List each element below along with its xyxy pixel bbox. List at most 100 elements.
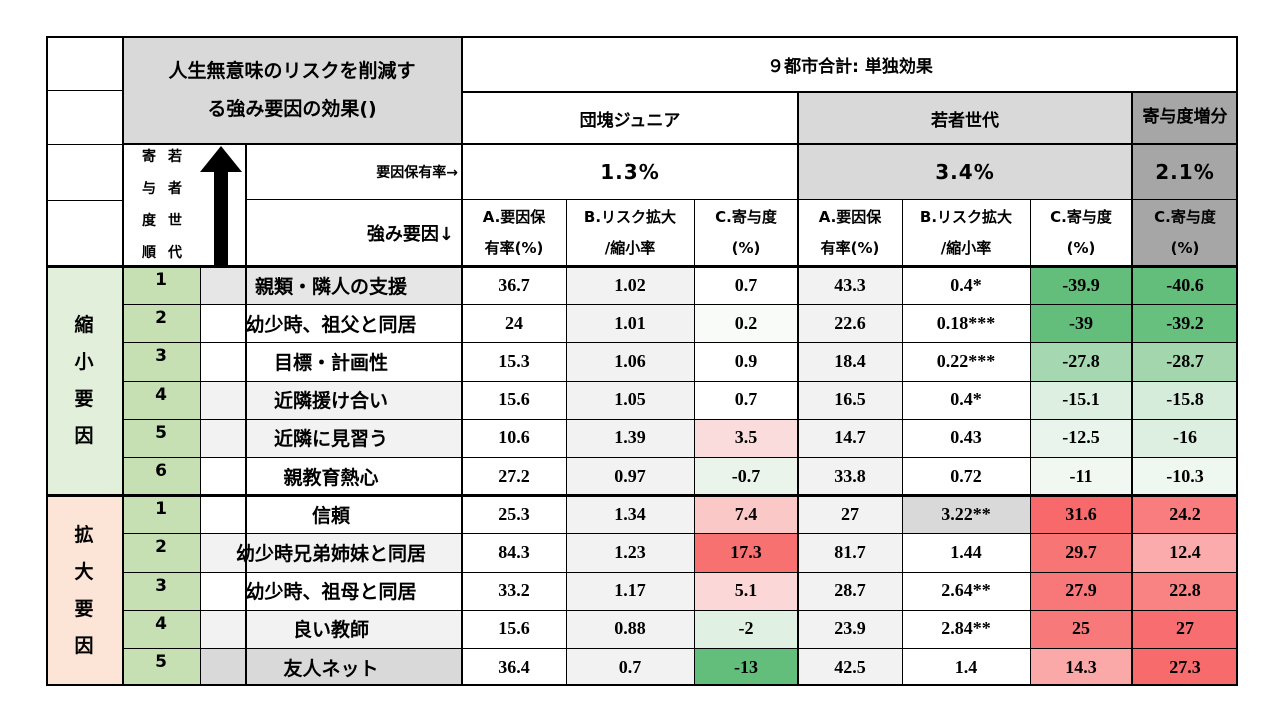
- cell-c2: -27.8: [1030, 342, 1132, 381]
- grid-line: [122, 143, 462, 145]
- grid-line: [122, 610, 1238, 611]
- cell-a2: 14.7: [798, 418, 902, 457]
- cell-factor: 目標・計画性: [200, 342, 462, 381]
- cell-d: 22.8: [1132, 571, 1238, 610]
- data-table: 人生無意味のリスクを削減す る強み要因の効果() ９都市合計: 単独効果 団塊ジ…: [46, 36, 1238, 687]
- cell-rank: 6: [122, 457, 200, 496]
- grid-line: [245, 144, 247, 686]
- grid-line: [46, 90, 122, 91]
- col-header-b1: B.リスク拡大/縮小率: [583, 208, 677, 257]
- cell-b2: 0.18***: [902, 304, 1030, 343]
- cell-rank: 5: [122, 418, 200, 457]
- cell-c1: -13: [694, 648, 798, 687]
- col-header-b2: B.リスク拡大/縮小率: [919, 208, 1013, 257]
- cell-c2: -12.5: [1030, 418, 1132, 457]
- cell-factor: 友人ネット: [200, 648, 462, 687]
- rank-label-col2: 若者世代: [164, 146, 186, 264]
- cell-c2: -39.9: [1030, 266, 1132, 305]
- cell-a1: 15.3: [462, 342, 566, 381]
- cell-a1: 25.3: [462, 495, 566, 534]
- cell-b2: 1.4: [902, 648, 1030, 687]
- grid-line: [566, 200, 567, 686]
- cell-rank: 4: [122, 380, 200, 419]
- cell-b2: 2.84**: [902, 609, 1030, 648]
- young-header-fill: [798, 92, 1132, 144]
- cell-c1: 0.7: [694, 380, 798, 419]
- col-header-a1: A.要因保 有率(%): [482, 208, 546, 257]
- cell-a2: 81.7: [798, 533, 902, 572]
- group-label-char: 因: [74, 634, 94, 657]
- rank-label-char: 与: [142, 181, 156, 197]
- factor-label: 強み要因↓: [366, 224, 454, 245]
- cell-b2: 0.4*: [902, 266, 1030, 305]
- cell-d: -16: [1132, 418, 1238, 457]
- up-arrow-icon: [200, 146, 242, 266]
- cell-c2: 27.9: [1030, 571, 1132, 610]
- grid-line: [246, 199, 462, 200]
- grid-line: [122, 381, 1238, 382]
- cell-factor: 幼少時、祖父と同居: [200, 304, 462, 343]
- grid-line: [1131, 92, 1133, 686]
- cell-d: -15.8: [1132, 380, 1238, 419]
- cell-a2: 22.6: [798, 304, 902, 343]
- cell-rank: 2: [122, 304, 200, 343]
- generation-label-char: 代: [168, 245, 182, 261]
- cell-c1: -0.7: [694, 457, 798, 496]
- cell-c1: 17.3: [694, 533, 798, 572]
- grid-line: [122, 419, 1238, 420]
- cell-c2: -15.1: [1030, 380, 1132, 419]
- cell-b2: 1.44: [902, 533, 1030, 572]
- group-label-char: 大: [74, 560, 94, 583]
- grid-line: [46, 144, 122, 145]
- cell-b1: 1.06: [566, 342, 694, 381]
- cell-a2: 27: [798, 495, 902, 534]
- cell-a1: 36.4: [462, 648, 566, 687]
- cell-b1: 1.05: [566, 380, 694, 419]
- rank-label-char: 順: [142, 245, 156, 261]
- cell-c1: 7.4: [694, 495, 798, 534]
- cell-c2: -11: [1030, 457, 1132, 496]
- group-label-char: 要: [74, 597, 94, 620]
- table-title-line1: 人生無意味のリスクを削減す: [168, 60, 416, 82]
- cell-d: -39.2: [1132, 304, 1238, 343]
- cell-factor: 近隣援け合い: [200, 380, 462, 419]
- cell-a2: 28.7: [798, 571, 902, 610]
- cell-rank: 3: [122, 571, 200, 610]
- cell-b1: 1.02: [566, 266, 694, 305]
- cell-rank: 4: [122, 609, 200, 648]
- generation-label-char: 若: [168, 149, 182, 165]
- cell-a1: 24: [462, 304, 566, 343]
- rank-label-char: 寄: [142, 149, 156, 165]
- cell-factor: 親教育熱心: [200, 457, 462, 496]
- cell-c2: 25: [1030, 609, 1132, 648]
- cell-a2: 16.5: [798, 380, 902, 419]
- cell-b1: 1.17: [566, 571, 694, 610]
- retention-rate-diff: 2.1%: [1155, 160, 1215, 184]
- retention-rate-young: 3.4%: [935, 160, 995, 184]
- grid-line: [694, 200, 695, 686]
- grid-line: [46, 494, 1238, 497]
- cell-a2: 43.3: [798, 266, 902, 305]
- grid-line: [462, 199, 1238, 200]
- group-label-expand: 拡大要因: [46, 495, 122, 687]
- grid-line: [902, 200, 903, 686]
- cell-b1: 1.01: [566, 304, 694, 343]
- retention-rate-dankai: 1.3%: [600, 160, 660, 184]
- grid-line: [46, 684, 1238, 686]
- cell-a1: 27.2: [462, 457, 566, 496]
- cell-d: 27.3: [1132, 648, 1238, 687]
- cell-d: -28.7: [1132, 342, 1238, 381]
- cell-factor: 親類・隣人の支援: [200, 266, 462, 305]
- grid-line: [1030, 200, 1031, 686]
- cell-a1: 33.2: [462, 571, 566, 610]
- cell-rank: 3: [122, 342, 200, 381]
- cell-c1: 5.1: [694, 571, 798, 610]
- cell-d: 12.4: [1132, 533, 1238, 572]
- group-header-young: 若者世代: [931, 110, 999, 131]
- cell-a2: 33.8: [798, 457, 902, 496]
- cell-b2: 0.43: [902, 418, 1030, 457]
- group-header-diff: 寄与度増分: [1142, 107, 1228, 127]
- grid-line: [46, 200, 122, 201]
- cell-b1: 0.97: [566, 457, 694, 496]
- grid-line: [122, 304, 1238, 305]
